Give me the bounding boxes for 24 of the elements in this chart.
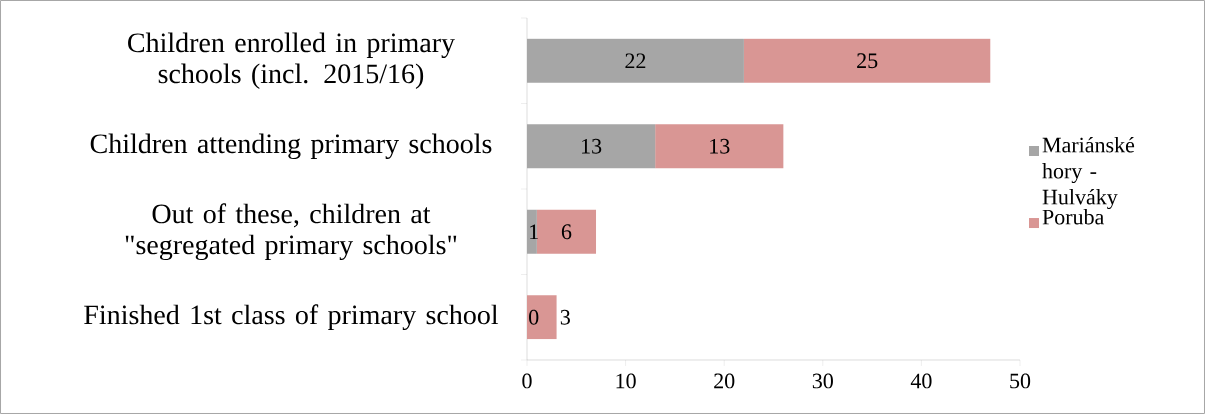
x-tick-label: 30 [812,373,833,389]
data-label: 13 [710,138,730,154]
data-label: 0 [529,309,539,325]
data-label: 22 [625,53,646,69]
x-tick-label: 10 [616,373,636,389]
data-label: 13 [582,138,602,154]
bar [743,38,991,83]
y-tick-label: Finished 1st class of primary school [84,304,499,331]
data-label: 1 [530,224,538,239]
bar [536,209,597,254]
data-label: 25 [857,53,878,69]
bar [655,124,784,169]
y-tick-label: Out of these, children at "segregated primary schools" [125,203,457,261]
y-tick-label: Children enrolled in primary schools (incl. 2015/16) [128,32,455,89]
bar [527,295,557,340]
legend-label: Mariánské hory - Hulváky [1042,136,1135,210]
y-tick-label: Children attending primary schools [90,133,492,159]
x-tick-label: 0 [522,373,532,389]
x-tick-label: 50 [1010,373,1031,389]
legend-label: Poruba [1042,209,1105,225]
data-label: 3 [560,309,570,325]
x-tick-label: 20 [714,373,735,389]
data-label: 6 [561,224,572,240]
x-tick-label: 40 [910,373,932,389]
